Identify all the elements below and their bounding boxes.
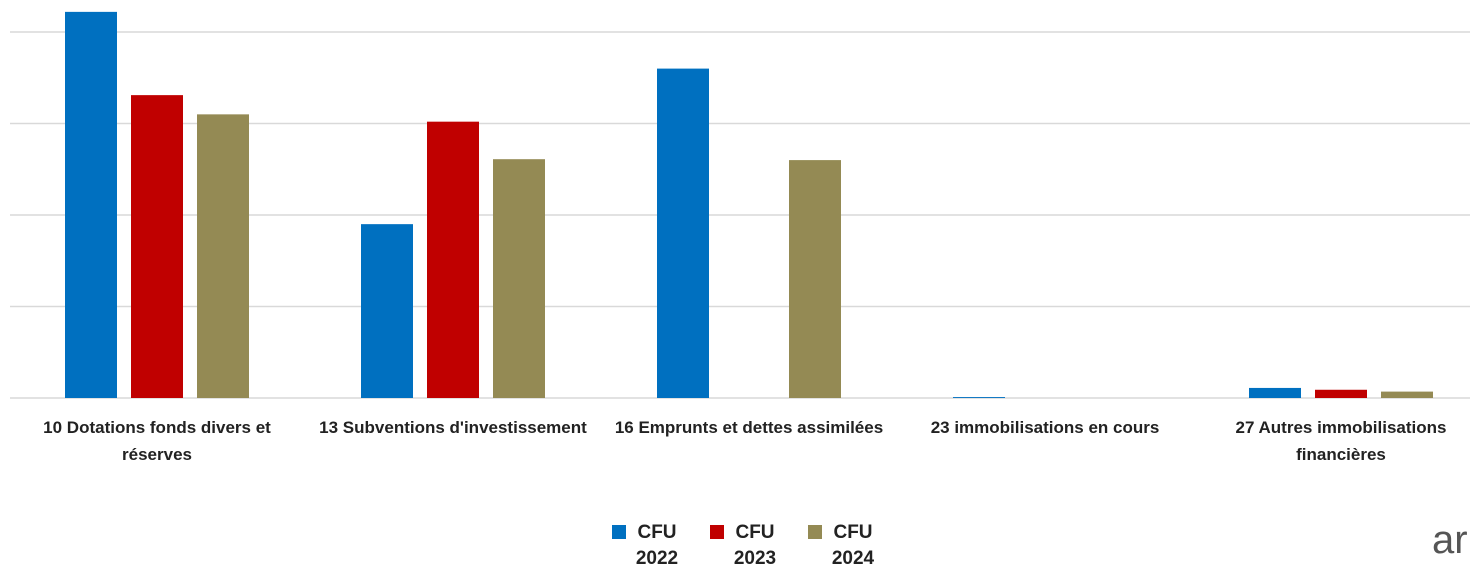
x-tick-label: 27 Autres immobilisations financières bbox=[1235, 418, 1447, 464]
bar bbox=[427, 121, 479, 399]
bar bbox=[657, 68, 709, 398]
bar bbox=[493, 159, 545, 398]
x-tick-label: 16 Emprunts et dettes assimilées bbox=[614, 418, 884, 437]
bar bbox=[65, 11, 117, 399]
legend-label: CFU 2024 bbox=[831, 522, 875, 569]
bar bbox=[1381, 391, 1433, 398]
bar bbox=[1315, 389, 1367, 398]
legend-swatch bbox=[710, 525, 724, 539]
bar bbox=[361, 224, 413, 398]
bar bbox=[1249, 387, 1301, 398]
bar bbox=[789, 160, 841, 398]
legend-item: CFU 2022 bbox=[612, 520, 682, 572]
x-tick-label: 10 Dotations fonds divers et réserves bbox=[43, 418, 271, 464]
bar bbox=[197, 114, 249, 398]
legend-item: CFU 2023 bbox=[710, 520, 780, 572]
legend-swatch bbox=[808, 525, 822, 539]
legend-item: CFU 2024 bbox=[808, 520, 878, 572]
x-tick-label: 13 Subventions d'investissement bbox=[319, 418, 587, 437]
legend-label: CFU 2023 bbox=[733, 522, 777, 569]
bar bbox=[131, 95, 183, 398]
legend-label: CFU 2022 bbox=[635, 522, 679, 569]
legend-swatch bbox=[612, 525, 626, 539]
x-tick-label: 23 immobilisations en cours bbox=[930, 418, 1160, 437]
bar bbox=[953, 397, 1005, 398]
watermark: ar bbox=[1432, 518, 1468, 562]
